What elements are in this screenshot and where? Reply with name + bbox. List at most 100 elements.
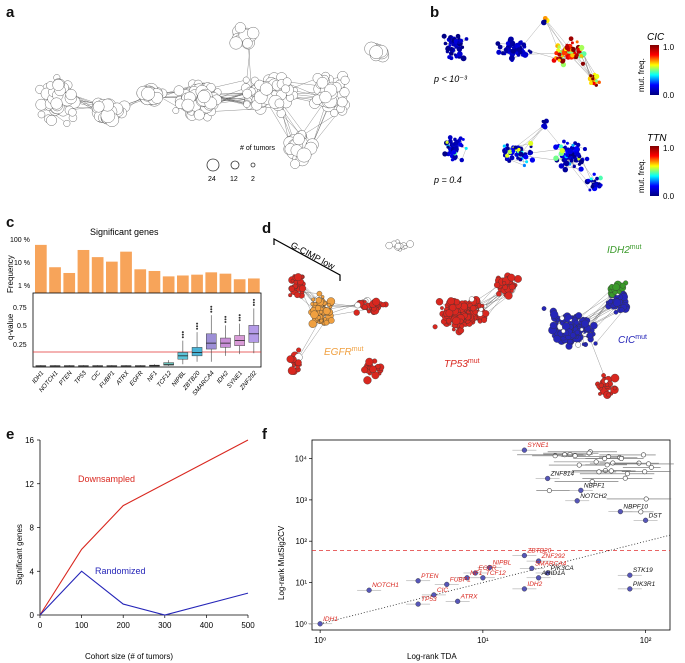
network-node	[380, 302, 386, 308]
network-edge	[544, 21, 567, 49]
network-node	[578, 159, 584, 165]
point-label-ATRX: ATRX	[460, 593, 479, 600]
point-NBPF1	[578, 487, 584, 493]
network-node	[308, 319, 317, 328]
egfr-gene: EGFR	[324, 347, 352, 358]
network-node	[605, 382, 610, 387]
significant-genes-chart-c: Significant genes Frequency 100 % 10 % 1…	[6, 227, 262, 397]
x-tick-label: 500	[241, 621, 255, 630]
x-tick-label: 300	[158, 621, 172, 630]
chart-f-xlabel: Log-rank TDA	[407, 652, 457, 661]
y-tick-label: 10²	[295, 537, 307, 546]
network-node	[528, 140, 534, 146]
network-node	[449, 56, 454, 61]
network-node	[282, 77, 292, 87]
y-tick-label: 16	[25, 436, 34, 445]
network-node	[570, 332, 576, 339]
network-node	[589, 74, 593, 78]
network-node	[573, 146, 580, 152]
network-node	[449, 52, 454, 56]
open-point	[604, 462, 610, 468]
network-node	[586, 178, 591, 183]
y-tick-label: 4	[30, 567, 35, 576]
network-node	[541, 306, 547, 311]
network-node	[504, 47, 508, 52]
network-node	[542, 19, 547, 24]
point-label-PIK3R1: PIK3R1	[633, 581, 656, 588]
box-SMARCA4	[206, 333, 217, 350]
network-node	[594, 79, 598, 83]
network-node	[561, 50, 567, 56]
qvalue-axis-box	[32, 292, 262, 368]
network-edge	[515, 125, 543, 148]
network-node	[522, 163, 527, 168]
network-node	[514, 152, 519, 157]
network-node	[516, 156, 520, 160]
point-PTEN	[415, 578, 421, 584]
network-node	[464, 37, 469, 41]
network-graph-a: # of tumors 24 12 2	[35, 22, 390, 183]
point-label-ZBTB20: ZBTB20	[526, 548, 551, 555]
panel-label-c: c	[6, 214, 15, 231]
network-node	[598, 382, 604, 388]
box-outlier	[181, 331, 184, 334]
network-node	[290, 159, 300, 169]
network-node	[612, 283, 620, 291]
network-node	[573, 319, 580, 326]
network-node	[593, 179, 597, 183]
y-tick-label: 10¹	[295, 579, 307, 588]
legend-circle-large	[206, 158, 220, 172]
network-node	[553, 335, 561, 343]
network-a-nodes	[35, 22, 390, 169]
network-node	[589, 81, 593, 86]
network-node	[579, 54, 584, 58]
gene-label-EGFR: EGFR	[128, 369, 145, 387]
tp53-sup: mut	[468, 358, 480, 365]
point-NOTCH1	[366, 587, 372, 593]
network-edge	[521, 125, 544, 153]
network-node	[453, 53, 458, 57]
box-outlier	[196, 327, 199, 330]
network-edge	[587, 302, 609, 328]
network-edge	[546, 19, 568, 46]
network-node	[326, 303, 331, 307]
network-node	[509, 155, 515, 161]
network-edge	[569, 163, 590, 191]
network-node	[601, 373, 606, 378]
legend-circle-medium	[230, 160, 240, 170]
point-ZNF814	[545, 475, 551, 482]
network-node	[505, 41, 511, 46]
network-node	[319, 318, 324, 323]
y-tick-label: 8	[30, 524, 35, 533]
freq-bar-ATRX	[120, 251, 132, 293]
network-node	[443, 41, 448, 46]
network-node	[330, 109, 339, 118]
network-node	[460, 55, 467, 62]
ttn-cbar-label: mut. freq.	[637, 159, 646, 193]
point-label-NF1: NF1	[470, 570, 483, 577]
network-node	[588, 188, 592, 192]
network-node	[181, 98, 195, 112]
cic-network	[441, 15, 601, 87]
network-node	[542, 15, 548, 21]
box-outlier	[224, 318, 227, 321]
freq-bar-TP53	[77, 249, 90, 293]
network-edge	[545, 19, 557, 47]
gcimp-bracket	[273, 237, 341, 281]
network-node	[523, 154, 529, 160]
network-node	[366, 309, 371, 314]
network-node	[288, 293, 293, 298]
network-node	[288, 285, 295, 293]
y-tick-label: 10⁴	[295, 455, 308, 464]
network-node	[477, 310, 484, 317]
y-tick-label: 0	[30, 611, 35, 620]
network-node	[457, 142, 463, 147]
network-node	[68, 108, 77, 117]
network-node	[578, 166, 584, 172]
network-node	[496, 49, 502, 55]
network-node	[432, 324, 438, 330]
network-node	[559, 147, 565, 154]
network-node	[573, 158, 578, 163]
network-node	[459, 38, 464, 43]
